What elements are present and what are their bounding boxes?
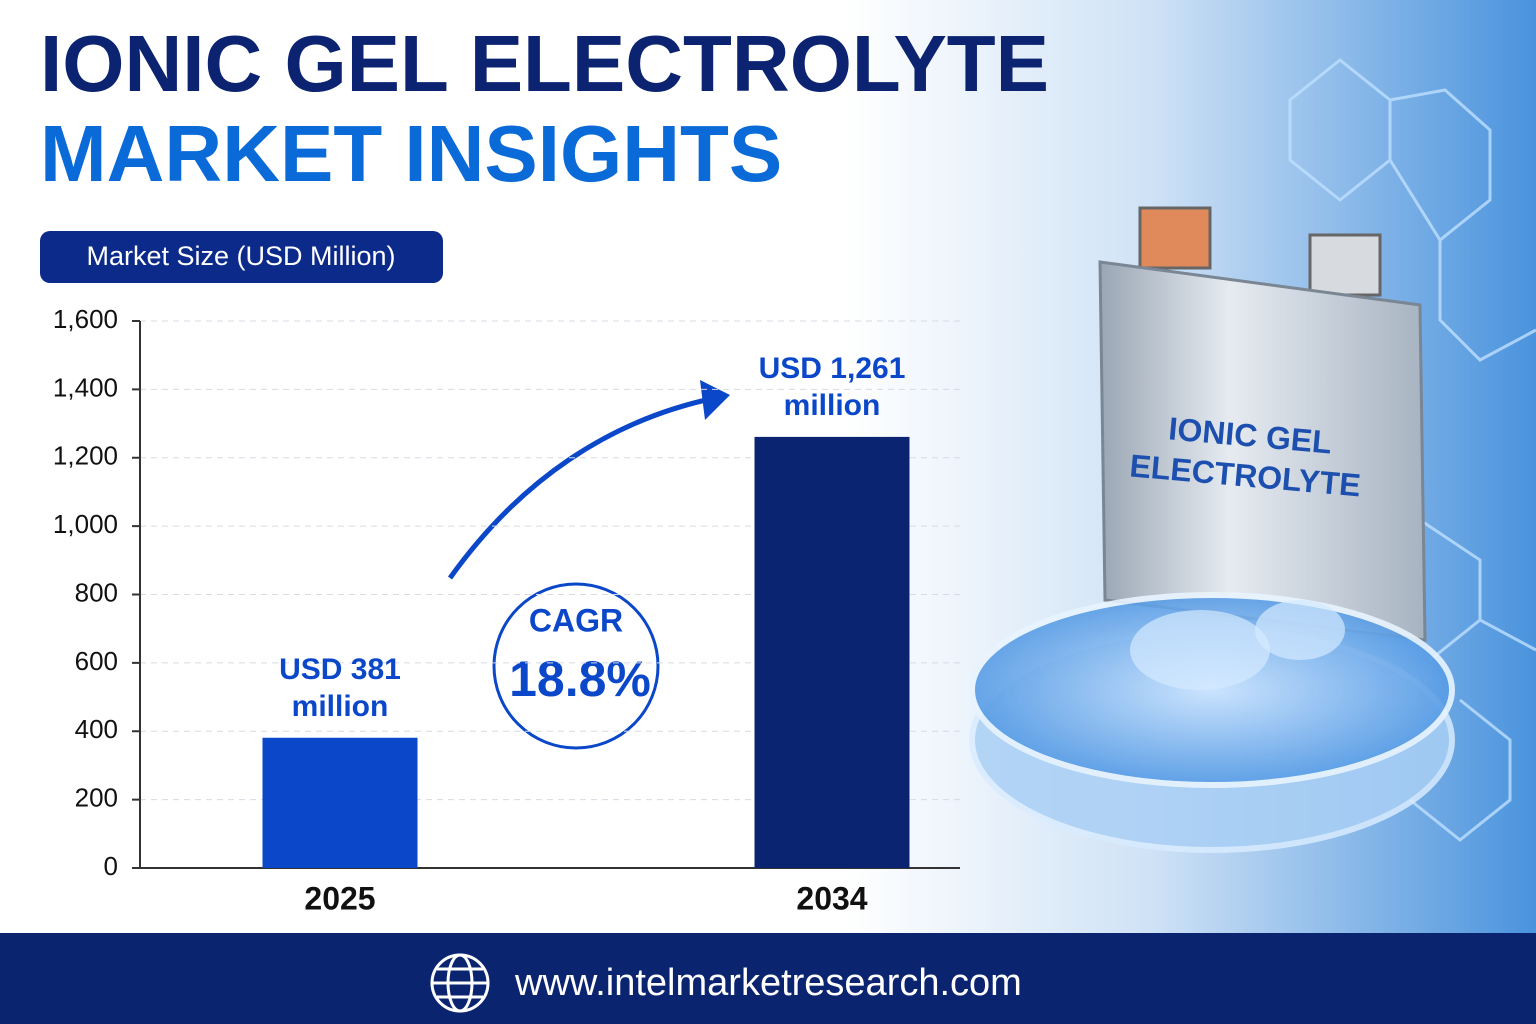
footer-bar	[0, 933, 1536, 1024]
value-label: USD 381 million	[279, 652, 401, 724]
subtitle-badge	[40, 231, 443, 283]
y-tick-label: 0	[104, 851, 118, 881]
x-tick-label: 2025	[304, 880, 375, 916]
cagr-value: 18.8%	[509, 651, 651, 707]
battery-cell	[1098, 206, 1427, 642]
value-label: USD 1,261 million	[758, 351, 906, 423]
hex-network	[1288, 58, 1536, 842]
title: IONIC GEL ELECTROLYTE	[40, 19, 1049, 108]
bar	[754, 436, 910, 868]
title: MARKET INSIGHTS	[40, 109, 782, 198]
y-tick-label: 1,600	[53, 304, 118, 334]
x-tick-label: 2034	[796, 880, 867, 916]
globe-icon	[430, 953, 490, 1013]
gel-dish	[969, 592, 1455, 853]
bar	[262, 737, 418, 868]
cagr-circle	[492, 582, 660, 750]
cagr-label: CAGR	[529, 602, 623, 638]
growth-arrow	[447, 395, 716, 580]
subtitle: Market Size (USD Million)	[86, 241, 395, 271]
growth-arrowhead	[700, 380, 730, 420]
y-tick-label: 800	[75, 577, 118, 607]
y-tick-label: 200	[75, 783, 118, 813]
y-tick-label: 1,400	[53, 372, 118, 402]
footer-url[interactable]: www.intelmarketresearch.com	[514, 962, 1022, 1004]
y-tick-label: 600	[75, 646, 118, 676]
y-tick-label: 1,200	[53, 441, 118, 471]
y-tick-label: 1,000	[53, 509, 118, 539]
y-tick-label: 400	[75, 714, 118, 744]
